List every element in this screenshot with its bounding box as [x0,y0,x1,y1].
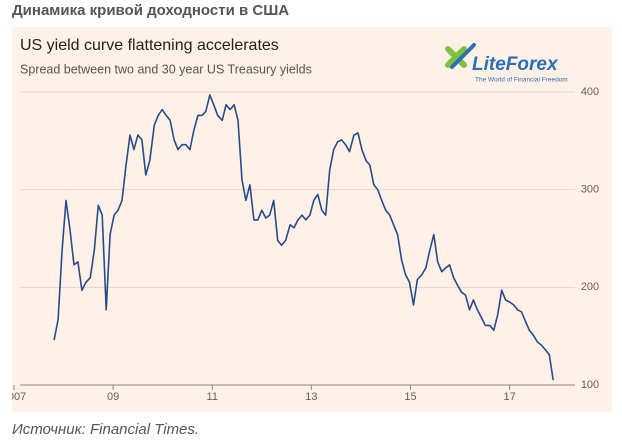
logo-icon [445,46,467,68]
x-tick-label: 13 [305,391,317,403]
chart-background [12,27,612,412]
chart: US yield curve flattening accelerates Sp… [12,27,612,412]
logo-name: LiteForex [472,54,559,75]
source: Источник: Financial Times. [12,421,200,438]
logo-tagline: The World of Financial Freedom [475,77,568,84]
x-tick-label: 09 [107,391,119,403]
heading: Динамика кривой доходности в США [12,2,290,19]
x-tick-label: 15 [404,391,416,403]
x-tick-label: 11 [207,391,218,403]
logo: LiteForex The World of Financial Freedom [445,43,568,84]
x-tick-label: 17 [503,391,515,403]
y-tick-label: 400 [581,86,599,98]
y-tick-label: 300 [581,184,599,196]
chart-subtitle: Spread between two and 30 year US Treasu… [20,62,312,76]
line [53,94,554,381]
x-tick-label: 2007 [12,391,26,403]
logo-icon [450,43,476,69]
y-tick-label: 200 [581,281,599,293]
chart-title: US yield curve flattening accelerates [20,37,279,54]
y-tick-label: 100 [581,379,599,391]
